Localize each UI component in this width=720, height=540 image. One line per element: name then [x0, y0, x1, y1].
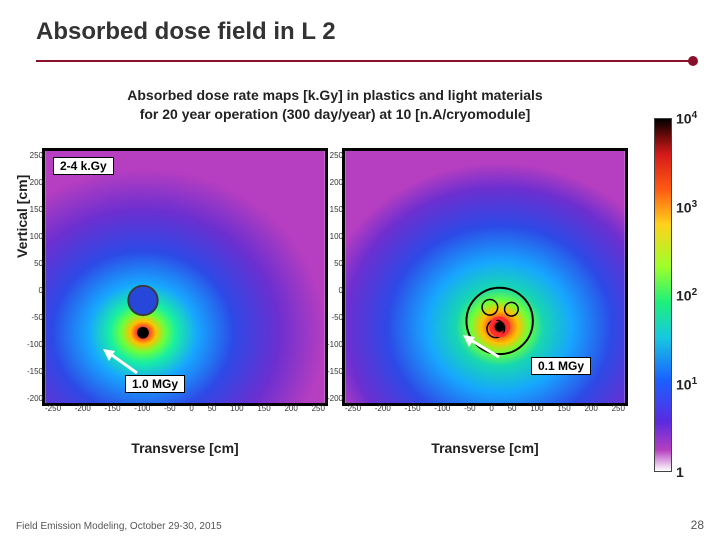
annotation-high-dose: 1.0 MGy — [125, 375, 185, 393]
colorbar-tick: 104 — [676, 110, 697, 127]
page-number: 28 — [691, 518, 704, 532]
annotation-low-dose: 2-4 k.Gy — [53, 157, 114, 175]
arrow-icon — [459, 331, 503, 361]
x-axis-label: Transverse [cm] — [42, 440, 328, 456]
colorbar-tick: 1 — [676, 464, 684, 480]
subtitle: Absorbed dose rate maps [k.Gy] in plasti… — [0, 86, 720, 124]
colorbar-tick: 102 — [676, 287, 697, 304]
colorbar-tick: 103 — [676, 199, 697, 216]
colorbar-tick: 101 — [676, 376, 697, 393]
colorbar: 1041031021011 — [654, 118, 706, 498]
x-axis-label: Transverse [cm] — [342, 440, 628, 456]
dose-map-panel-2: -250-200-150-100-50050100150200250 25020… — [342, 148, 628, 406]
footer-text: Field Emission Modeling, October 29-30, … — [16, 521, 222, 532]
chart-area: Vertical [cm] -250-200-150-100-500501001… — [8, 148, 712, 488]
annotation-mid-dose: 0.1 MGy — [531, 357, 591, 375]
dose-map-panel-1: -250-200-150-100-50050100150200250 25020… — [42, 148, 328, 406]
page-title: Absorbed dose field in L 2 — [36, 18, 720, 46]
arrow-icon — [101, 347, 141, 377]
title-rule — [36, 56, 720, 66]
